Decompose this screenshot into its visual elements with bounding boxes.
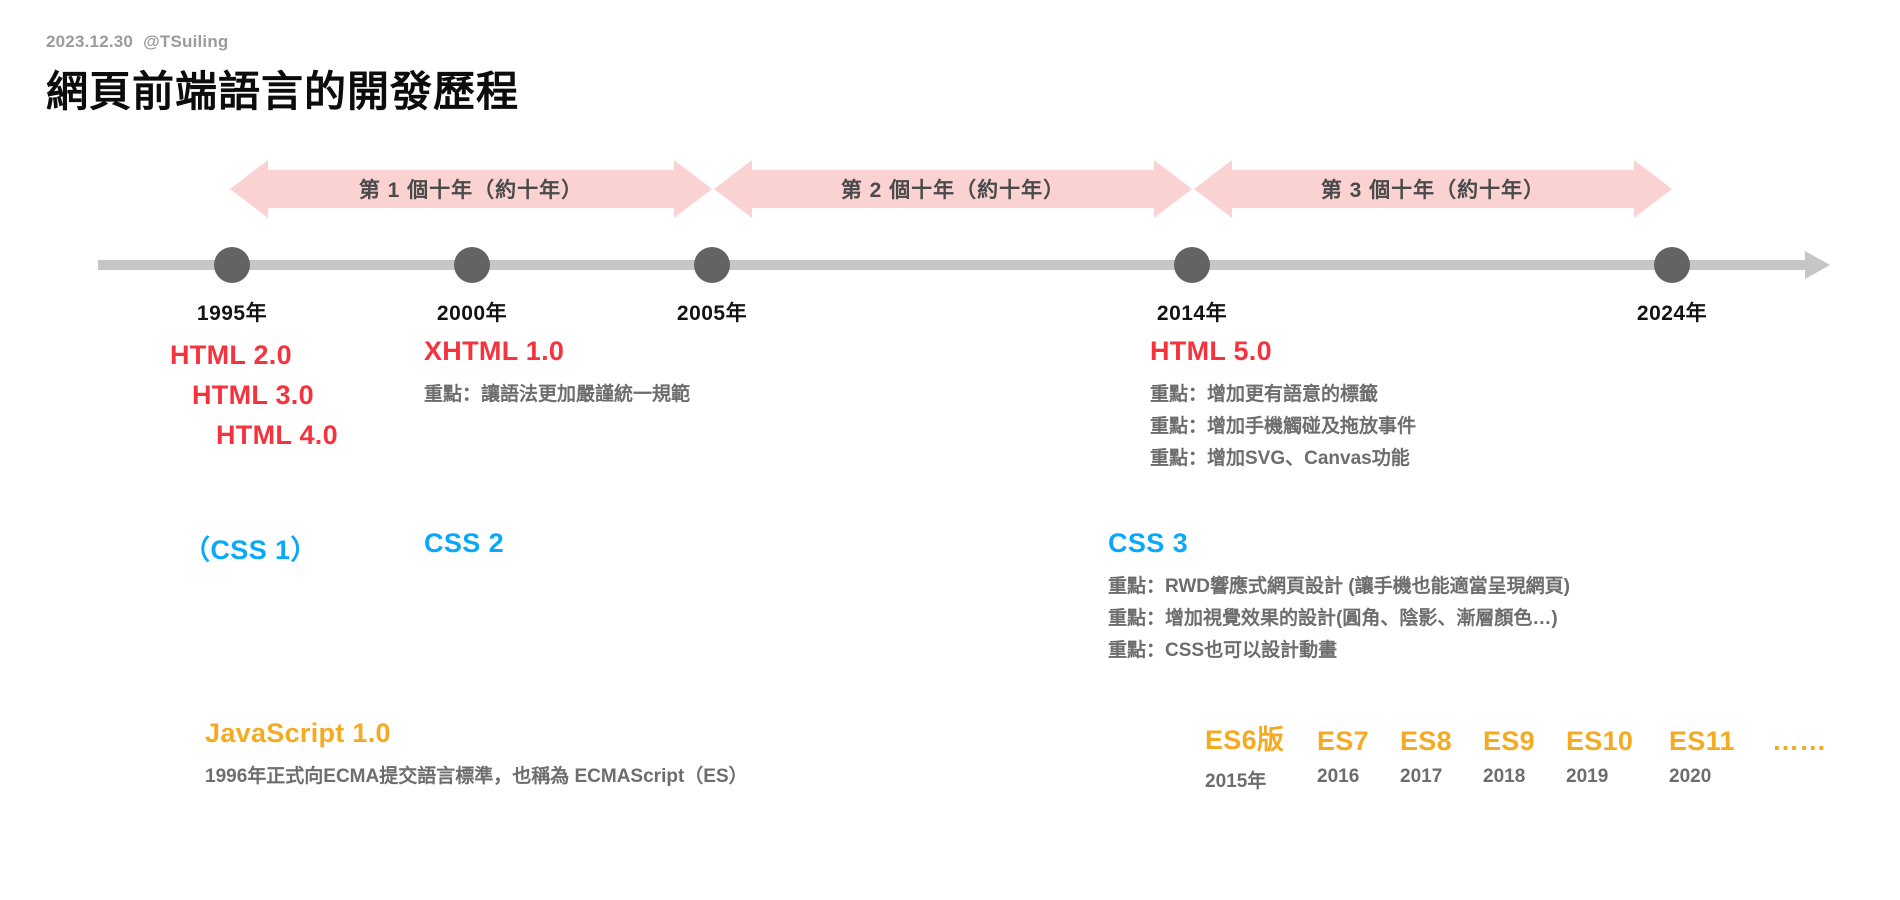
javascript-note: 1996年正式向ECMA提交語言標準，也稱為 ECMAScript（ES） [205, 766, 748, 787]
timeline-year-label: 2014年 [1156, 302, 1228, 325]
javascript-title: JavaScript 1.0 [205, 718, 391, 748]
ecmascript-year-label: 2017 [1400, 766, 1443, 787]
css2-title: CSS 2 [424, 528, 505, 558]
decade-arrow-2: 第 2 個十年（約十年） [714, 160, 1192, 218]
timeline-year-label: 2000年 [436, 302, 508, 325]
publish-date: 2023.12.30 [46, 32, 134, 51]
meta-line: 2023.12.30 @TSuiling [46, 32, 519, 52]
html-early-versions-group: HTML 2.0 HTML 3.0 HTML 4.0 [170, 336, 338, 456]
html5-group: HTML 5.0 重點：增加更有語意的標籤重點：增加手機觸碰及拖放事件 重點：增加… [1150, 336, 1416, 475]
html5-note-list: 重點：增加更有語意的標籤重點：增加手機觸碰及拖放事件 重點：增加SVG、Canva… [1150, 379, 1416, 475]
timeline-axis: 1995年 2000年 2005年 2014年 2024年 [0, 245, 1900, 325]
ecmascript-year-label: 2019 [1566, 766, 1609, 787]
ecmascript-group: ES6版 ES7 ES8 ES9 ES10 ES11…… 2015年 2016 2017 201… [1205, 718, 1862, 793]
ecmascript-version-label: ES11 [1669, 726, 1735, 756]
timeline-marker-dot [214, 247, 250, 283]
decade-arrow-3: 第 3 個十年（約十年） [1194, 160, 1672, 218]
ecmascript-year-label: 2018 [1483, 766, 1526, 787]
author-handle: @TSuiling [143, 32, 229, 51]
decade-arrow-label: 第 3 個十年（約十年） [1320, 179, 1546, 202]
axis-arrowhead-icon [1805, 251, 1830, 279]
ecmascript-version-label: ES7 [1317, 726, 1369, 756]
ecmascript-year-label: 2016 [1317, 766, 1360, 787]
timeline-year-label: 2005年 [676, 302, 748, 325]
css1-group: （CSS 1） [183, 528, 318, 567]
decade-arrow-label: 第 2 個十年（約十年） [840, 179, 1066, 202]
ecmascript-year-label: 2015年 [1205, 771, 1267, 792]
timeline-marker-dot [1654, 247, 1690, 283]
css3-note-list: 重點：RWD響應式網頁設計 (讓手機也能適當呈現網頁) 重點：增加視覺效果的設計(… [1108, 571, 1570, 667]
html-version-label: HTML 2.0 [170, 340, 292, 370]
decade-arrow-band: 第 1 個十年（約十年） 第 2 個十年（約十年） 第 3 個十年（約十年） [0, 160, 1900, 218]
css2-group: CSS 2 [424, 528, 504, 559]
css3-group: CSS 3 重點：RWD響應式網頁設計 (讓手機也能適當呈現網頁) 重點：增加視覺… [1108, 528, 1570, 667]
ecmascript-year-label: 2020 [1669, 766, 1712, 787]
css3-note: 重點：增加視覺效果的設計(圓角、陰影、漸層顏色…) [1108, 607, 1558, 629]
xhtml-note: 重點：讓語法更加嚴謹統一規範 [424, 384, 691, 405]
ecmascript-year-label [1772, 766, 1862, 793]
timeline-year-label: 2024年 [1636, 302, 1708, 325]
css3-note: 重點：RWD響應式網頁設計 (讓手機也能適當呈現網頁) [1108, 576, 1570, 597]
html-version-label: HTML 4.0 [216, 419, 338, 450]
javascript-group: JavaScript 1.0 1996年正式向ECMA提交語言標準，也稱為 EC… [205, 718, 748, 793]
css3-note: 重點：CSS也可以設計動畫 [1108, 639, 1338, 661]
timeline-year-label: 1995年 [196, 302, 268, 325]
xhtml-group: XHTML 1.0 重點：讓語法更加嚴謹統一規範 [424, 336, 690, 411]
page-title: 網頁前端語言的開發歷程 [46, 68, 520, 115]
timeline-marker-dot [454, 247, 490, 283]
css3-title: CSS 3 [1108, 528, 1189, 558]
ecmascript-version-label: …… [1772, 726, 1827, 756]
timeline-marker-dot [1174, 247, 1210, 283]
axis-line [98, 260, 1812, 270]
xhtml-version-label: XHTML 1.0 [424, 336, 565, 366]
html5-note: 重點：增加SVG、Canvas功能 [1150, 447, 1410, 469]
timeline-marker-dot [694, 247, 730, 283]
decade-arrow-1: 第 1 個十年（約十年） [230, 160, 712, 218]
html5-version-label: HTML 5.0 [1150, 336, 1272, 366]
ecmascript-version-label: ES6版 [1205, 725, 1285, 755]
ecmascript-version-label: ES10 [1566, 726, 1634, 756]
header-block: 2023.12.30 @TSuiling 網頁前端語言的開發歷程 [46, 32, 519, 119]
ecmascript-version-row: ES6版 ES7 ES8 ES9 ES10 ES11 …… [1205, 718, 1862, 757]
html5-note: 重點：增加手機觸碰及拖放事件 [1150, 415, 1417, 437]
html-version-label: HTML 3.0 [192, 379, 314, 410]
css1-title: （CSS 1） [183, 535, 318, 565]
ecmascript-year-row: 2015年 2016 2017 2018 2019 2020 [1205, 766, 1862, 793]
html5-note: 重點：增加更有語意的標籤 [1150, 384, 1379, 405]
decade-arrow-label: 第 1 個十年（約十年） [358, 179, 584, 202]
ecmascript-version-label: ES8 [1400, 726, 1452, 756]
ecmascript-version-label: ES9 [1483, 726, 1535, 756]
